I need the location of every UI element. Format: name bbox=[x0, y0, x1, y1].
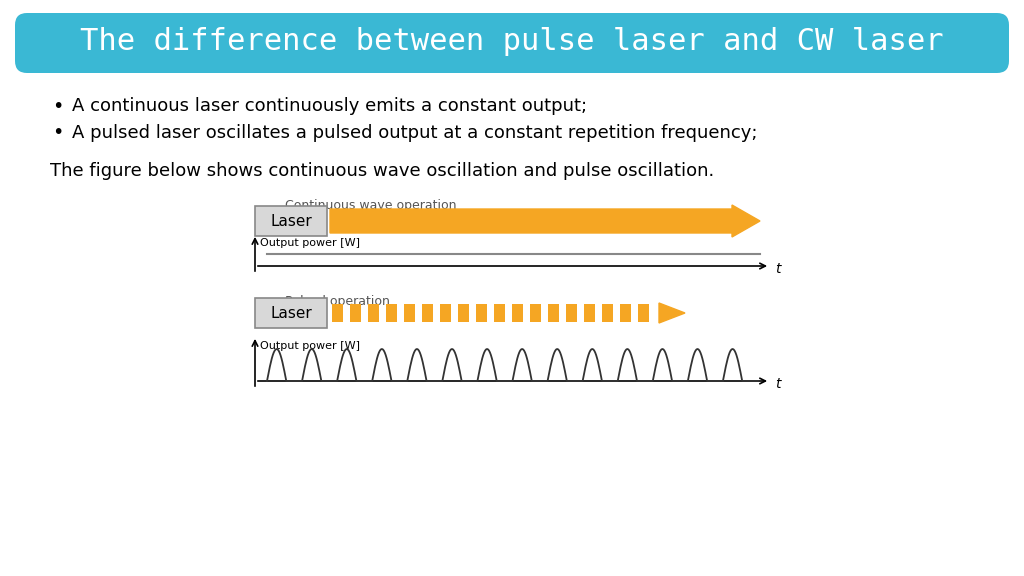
Text: The difference between pulse laser and CW laser: The difference between pulse laser and C… bbox=[80, 26, 944, 55]
Bar bbox=[494, 304, 505, 322]
Bar bbox=[332, 304, 343, 322]
Text: t: t bbox=[775, 262, 780, 276]
Text: The figure below shows continuous wave oscillation and pulse oscillation.: The figure below shows continuous wave o… bbox=[50, 162, 715, 180]
Bar bbox=[386, 304, 397, 322]
Text: Laser: Laser bbox=[270, 214, 312, 229]
FancyBboxPatch shape bbox=[255, 298, 327, 328]
Bar bbox=[620, 304, 631, 322]
Text: Output power [W]: Output power [W] bbox=[260, 238, 360, 248]
Bar bbox=[602, 304, 613, 322]
Bar bbox=[422, 304, 433, 322]
Text: A pulsed laser oscillates a pulsed output at a constant repetition frequency;: A pulsed laser oscillates a pulsed outpu… bbox=[72, 124, 758, 142]
Bar bbox=[458, 304, 469, 322]
Text: t: t bbox=[775, 377, 780, 391]
Text: A continuous laser continuously emits a constant output;: A continuous laser continuously emits a … bbox=[72, 97, 587, 115]
Bar bbox=[584, 304, 595, 322]
Text: Output power [W]: Output power [W] bbox=[260, 341, 360, 351]
Bar bbox=[566, 304, 577, 322]
Bar bbox=[440, 304, 451, 322]
Bar bbox=[404, 304, 415, 322]
Bar bbox=[530, 304, 541, 322]
Bar bbox=[350, 304, 361, 322]
FancyArrow shape bbox=[659, 303, 685, 323]
Text: •: • bbox=[52, 123, 63, 142]
Text: Continuous wave operation: Continuous wave operation bbox=[285, 199, 457, 213]
Text: •: • bbox=[52, 97, 63, 116]
FancyBboxPatch shape bbox=[15, 13, 1009, 73]
Text: Pulsed operation: Pulsed operation bbox=[285, 294, 390, 308]
FancyBboxPatch shape bbox=[255, 206, 327, 236]
FancyArrow shape bbox=[330, 205, 760, 237]
Bar bbox=[638, 304, 649, 322]
Bar bbox=[368, 304, 379, 322]
Text: Laser: Laser bbox=[270, 305, 312, 320]
Bar bbox=[548, 304, 559, 322]
Bar bbox=[512, 304, 523, 322]
Bar bbox=[476, 304, 487, 322]
